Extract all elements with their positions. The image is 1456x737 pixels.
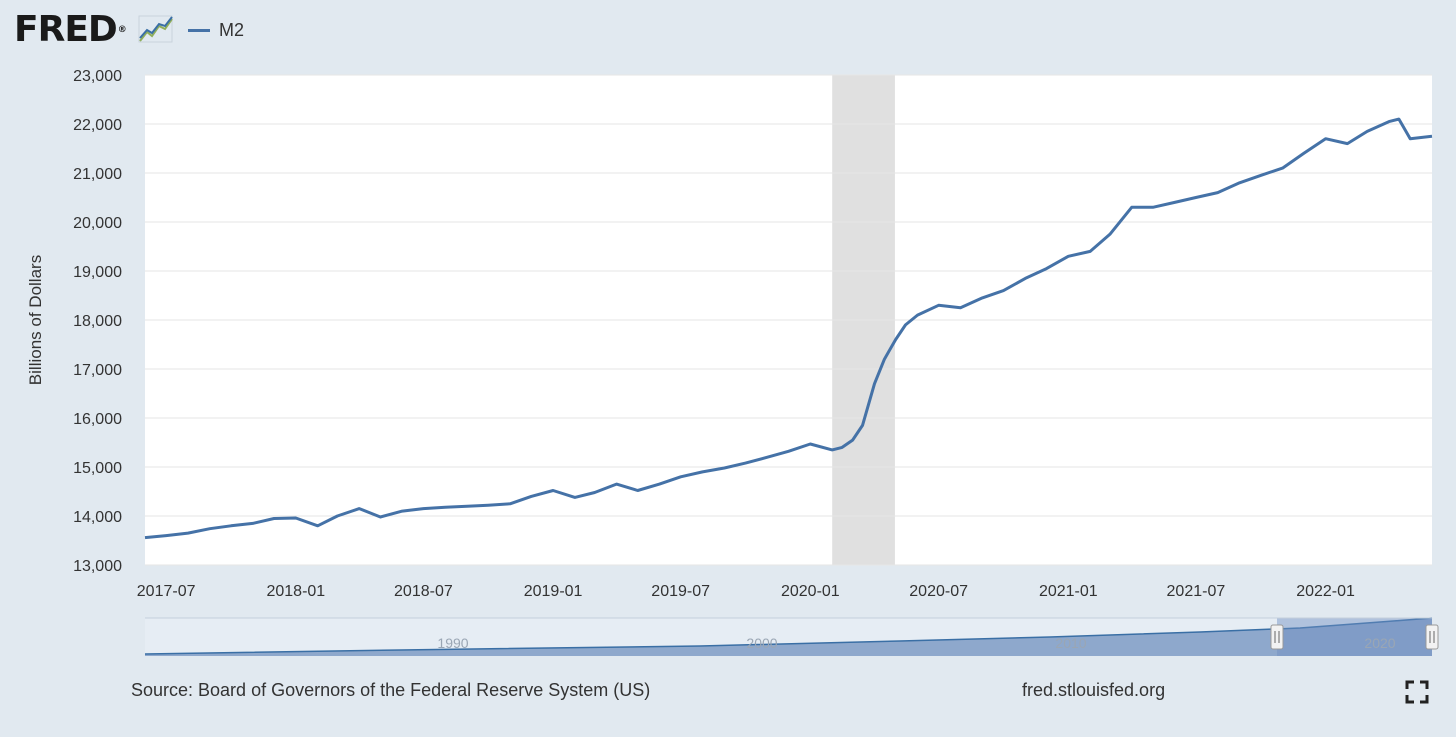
header: FRED® M2 bbox=[0, 0, 1456, 60]
y-tick-label: 15,000 bbox=[73, 460, 122, 477]
chart: 13,000 14,000 15,000 16,000 17,000 18,000 19,0… bbox=[26, 68, 1439, 656]
navigator[interactable]: 1990 2000 2010 2020 bbox=[144, 617, 1439, 656]
logo-text: FRED bbox=[14, 9, 118, 50]
series-line-m2 bbox=[144, 117, 1433, 540]
x-tick-label: 2020-01 bbox=[781, 583, 840, 600]
navigator-handle-left[interactable] bbox=[1270, 624, 1284, 650]
navigator-year-label: 2000 bbox=[746, 635, 777, 651]
y-tick-label: 21,000 bbox=[73, 166, 122, 183]
y-tick-label: 13,000 bbox=[73, 558, 122, 575]
registered-mark: ® bbox=[117, 25, 127, 35]
x-tick-label: 2018-07 bbox=[394, 583, 453, 600]
legend-label-m2: M2 bbox=[219, 19, 245, 40]
navigator-year-label: 1990 bbox=[437, 635, 468, 651]
x-tick-label: 2020-07 bbox=[909, 583, 968, 600]
y-tick-label: 22,000 bbox=[73, 117, 122, 134]
navigator-handle-right[interactable] bbox=[1425, 624, 1439, 650]
source-text: Source: Board of Governors of the Federa… bbox=[131, 680, 651, 700]
legend[interactable]: M2 bbox=[188, 18, 244, 42]
line-graph-icon bbox=[138, 15, 173, 43]
y-tick-label: 23,000 bbox=[73, 68, 122, 85]
fullscreen-icon[interactable] bbox=[1405, 680, 1429, 704]
x-tick-label: 2018-01 bbox=[266, 583, 325, 600]
y-tick-label: 14,000 bbox=[73, 509, 122, 526]
x-tick-label: 2019-01 bbox=[524, 583, 583, 600]
x-tick-label: 2022-01 bbox=[1296, 583, 1355, 600]
x-tick-label: 2017-07 bbox=[137, 583, 196, 600]
y-tick-label: 18,000 bbox=[73, 313, 122, 330]
navigator-line bbox=[144, 617, 1433, 655]
navigator-selection[interactable] bbox=[1277, 618, 1432, 656]
legend-swatch-m2 bbox=[188, 28, 210, 32]
x-tick-label: 2021-07 bbox=[1167, 583, 1226, 600]
y-tick-label: 16,000 bbox=[73, 411, 122, 428]
fred-logo[interactable]: FRED® bbox=[14, 9, 127, 50]
gridlines bbox=[145, 74, 1432, 566]
y-axis-label: Billions of Dollars bbox=[26, 255, 45, 385]
y-tick-label: 19,000 bbox=[73, 264, 122, 281]
x-tick-label: 2019-07 bbox=[651, 583, 710, 600]
navigator-year-label: 2010 bbox=[1055, 635, 1086, 651]
x-tick-labels: 2017-07 2018-01 2018-07 2019-01 2019-07 2020-… bbox=[137, 583, 1355, 600]
navigator-area bbox=[145, 618, 1432, 656]
y-tick-label: 20,000 bbox=[73, 215, 122, 232]
y-tick-labels: 13,000 14,000 15,000 16,000 17,000 18,000 19,0… bbox=[73, 68, 122, 575]
navigator-year-label: 2020 bbox=[1364, 635, 1395, 651]
y-tick-label: 17,000 bbox=[73, 362, 122, 379]
x-tick-label: 2021-01 bbox=[1039, 583, 1098, 600]
source-url[interactable]: fred.stlouisfed.org bbox=[1022, 680, 1166, 700]
